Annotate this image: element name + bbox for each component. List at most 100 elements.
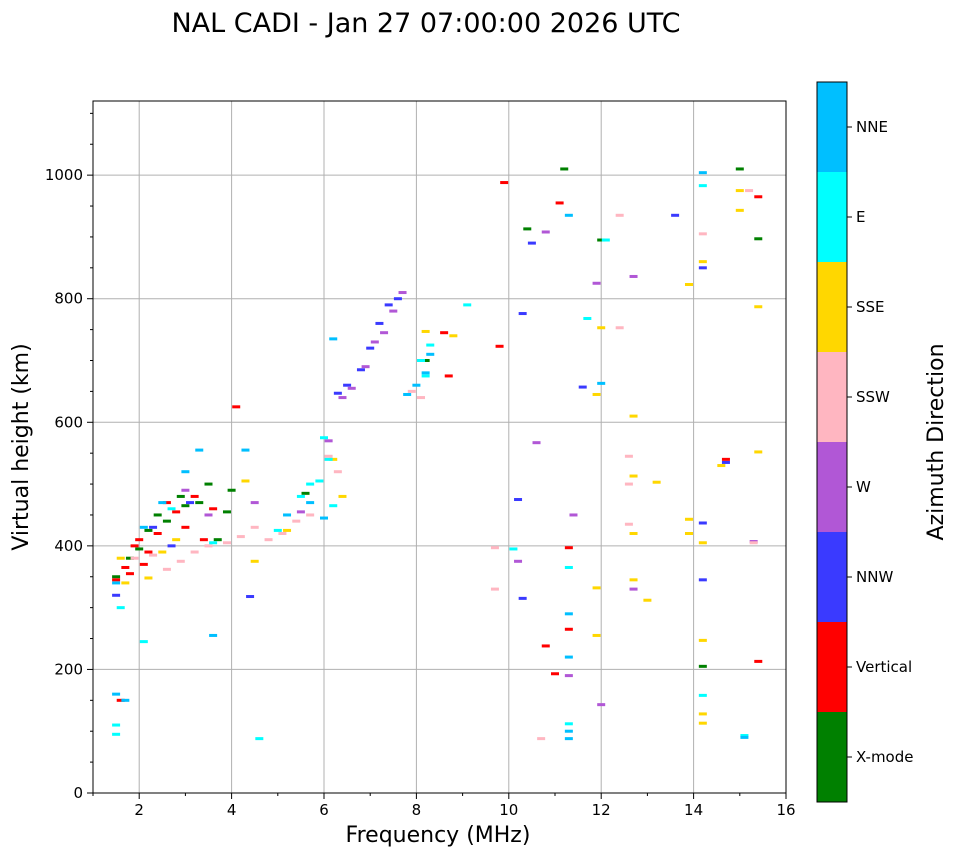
echo-point bbox=[652, 480, 661, 484]
echo-point bbox=[139, 562, 148, 566]
colorbar-swatch bbox=[817, 622, 847, 712]
echo-point bbox=[329, 457, 338, 461]
echo-point bbox=[176, 494, 185, 498]
echo-point bbox=[324, 454, 333, 458]
echo-point bbox=[149, 553, 158, 557]
echo-point bbox=[514, 559, 523, 563]
echo-point bbox=[139, 525, 148, 529]
echo-point bbox=[421, 359, 430, 362]
echo-point bbox=[440, 331, 449, 335]
echo-point bbox=[684, 283, 693, 287]
echo-point bbox=[698, 721, 707, 725]
echo-point bbox=[407, 389, 416, 393]
echo-point bbox=[398, 291, 407, 295]
echo-point bbox=[412, 383, 421, 387]
echo-point bbox=[236, 535, 245, 539]
echo-point bbox=[324, 439, 333, 443]
echo-point bbox=[698, 712, 707, 716]
echo-point bbox=[745, 189, 754, 193]
y-tick-label: 200 bbox=[54, 660, 83, 678]
y-axis-ticks: 0 200 400 600 800 1000 bbox=[45, 112, 93, 802]
y-tick-label: 0 bbox=[73, 784, 83, 802]
echo-point bbox=[283, 528, 292, 532]
echo-point bbox=[597, 381, 606, 385]
echo-point bbox=[181, 504, 190, 508]
echo-point bbox=[209, 541, 218, 545]
plot-points bbox=[112, 167, 763, 741]
series-e bbox=[112, 184, 749, 741]
echo-point bbox=[167, 507, 176, 511]
series-w bbox=[181, 230, 758, 707]
echo-point bbox=[121, 565, 130, 569]
echo-point bbox=[213, 538, 222, 542]
echo-point bbox=[421, 374, 430, 378]
echo-point bbox=[564, 546, 573, 550]
echo-point bbox=[112, 581, 121, 585]
echo-point bbox=[615, 213, 624, 217]
echo-point bbox=[241, 448, 250, 452]
echo-point bbox=[370, 340, 379, 344]
echo-point bbox=[624, 482, 633, 486]
colorbar-frame bbox=[816, 81, 848, 803]
echo-point bbox=[232, 405, 241, 409]
echo-point bbox=[121, 581, 130, 585]
echo-point bbox=[740, 735, 749, 739]
echo-point bbox=[509, 547, 518, 551]
echo-point bbox=[241, 479, 250, 483]
echo-point bbox=[195, 501, 204, 505]
echo-point bbox=[592, 633, 601, 637]
echo-point bbox=[537, 737, 546, 741]
echo-point bbox=[564, 722, 573, 726]
colorbar-label-item: W bbox=[856, 478, 871, 496]
echo-point bbox=[338, 396, 347, 400]
echo-point bbox=[190, 550, 199, 554]
colorbar-swatch bbox=[817, 442, 847, 532]
echo-point bbox=[158, 501, 167, 505]
colorbar: X-mode Vertical NNW W SSW SSE E NNE bbox=[816, 81, 913, 803]
series-nne bbox=[112, 171, 749, 741]
echo-point bbox=[592, 281, 601, 285]
echo-point bbox=[449, 334, 458, 338]
echo-point bbox=[597, 238, 606, 242]
echo-point bbox=[167, 544, 176, 548]
echo-point bbox=[135, 547, 144, 551]
echo-point bbox=[698, 260, 707, 264]
echo-point bbox=[389, 309, 398, 313]
echo-point bbox=[541, 644, 550, 648]
series-ssw bbox=[130, 189, 758, 741]
echo-point bbox=[629, 474, 638, 478]
echo-point bbox=[273, 528, 282, 532]
echo-point bbox=[684, 532, 693, 535]
echo-point bbox=[116, 606, 125, 610]
echo-point bbox=[361, 365, 370, 369]
y-tick-label: 1000 bbox=[45, 166, 83, 184]
echo-point bbox=[306, 513, 315, 517]
echo-point bbox=[366, 346, 375, 350]
echo-point bbox=[172, 510, 181, 514]
colorbar-label-item: E bbox=[856, 208, 865, 226]
echo-point bbox=[564, 627, 573, 631]
echo-point bbox=[754, 237, 763, 241]
echo-point bbox=[735, 189, 744, 193]
echo-point bbox=[246, 595, 255, 599]
colorbar-label-item: NNW bbox=[856, 568, 893, 586]
echo-point bbox=[564, 737, 573, 741]
echo-point bbox=[176, 559, 185, 563]
echo-point bbox=[144, 576, 153, 580]
echo-point bbox=[417, 396, 426, 400]
echo-point bbox=[698, 693, 707, 697]
echo-point bbox=[380, 331, 389, 335]
echo-point bbox=[560, 167, 569, 171]
echo-point bbox=[181, 488, 190, 492]
echo-point bbox=[356, 368, 365, 372]
echo-point bbox=[306, 501, 315, 505]
x-tick-label: 8 bbox=[412, 801, 422, 819]
echo-point bbox=[144, 550, 153, 554]
echo-point bbox=[283, 513, 292, 517]
y-axis-label: Virtual height (km) bbox=[9, 343, 34, 550]
echo-point bbox=[721, 460, 730, 464]
echo-point bbox=[292, 519, 301, 523]
echo-point bbox=[153, 513, 162, 517]
echo-point bbox=[125, 556, 134, 560]
